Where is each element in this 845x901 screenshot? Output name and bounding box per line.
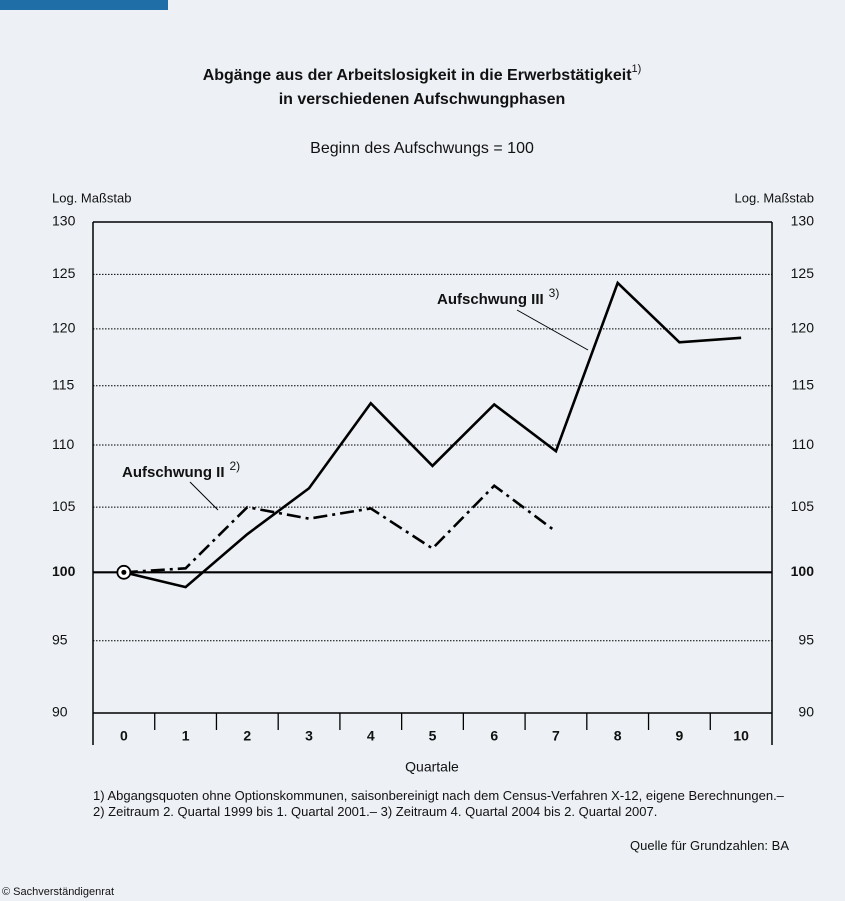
chart-title-line2: in verschiedenen Aufschwungphasen [279, 91, 566, 108]
footnote: 1) Abgangsquoten ohne Optionskommunen, s… [93, 788, 784, 819]
series-label: Aufschwung II 2) [122, 459, 240, 481]
x-tick-label: 10 [733, 728, 749, 744]
y2-tick-label: 130 [791, 213, 815, 229]
start-marker-dot [121, 569, 127, 575]
leader-line [516, 309, 589, 351]
series-label: Aufschwung III 3) [437, 286, 559, 308]
y2-tick-label: 105 [791, 498, 815, 514]
x-tick-label: 8 [614, 728, 622, 744]
leader-line [189, 481, 219, 511]
y-tick-label: 130 [52, 213, 76, 229]
copyright: © Sachverständigenrat [2, 886, 115, 898]
chart: Abgänge aus der Arbeitslosigkeit in die … [52, 63, 815, 775]
x-tick-label: 7 [552, 728, 560, 744]
series-note: 2) [230, 459, 241, 473]
y-tick-label: 100 [52, 563, 76, 579]
series-name: Aufschwung III [437, 291, 544, 308]
x-tick-label: 6 [490, 728, 498, 744]
y-label-left: Log. Maßstab [52, 190, 132, 205]
x-label: Quartale [405, 759, 459, 775]
y2-tick-label: 120 [791, 320, 815, 336]
y-tick-label: 90 [52, 704, 68, 720]
chart-title: Abgänge aus der Arbeitslosigkeit in die … [203, 63, 642, 84]
y2-tick-label: 100 [791, 563, 815, 579]
x-tick-label: 3 [305, 728, 313, 744]
series-name: Aufschwung II [122, 464, 225, 481]
series-line [123, 280, 742, 589]
top-tab [0, 0, 168, 10]
y2-tick-label: 95 [798, 632, 814, 648]
y2-tick-label: 115 [792, 376, 815, 392]
y-tick-label: 125 [52, 265, 76, 281]
chart-subtitle: Beginn des Aufschwungs = 100 [310, 140, 534, 157]
x-tick-label: 0 [120, 728, 128, 744]
y2-tick-label: 90 [798, 704, 814, 720]
y2-tick-label: 110 [792, 436, 815, 452]
title-text: Abgänge aus der Arbeitslosigkeit in die … [203, 67, 633, 84]
series-note: 3) [549, 286, 560, 300]
y-label-right: Log. Maßstab [735, 190, 815, 205]
x-tick-label: 4 [367, 728, 375, 744]
y-tick-label: 105 [52, 498, 76, 514]
x-tick-label: 5 [429, 728, 437, 744]
x-tick-label: 9 [676, 728, 684, 744]
source: Quelle für Grundzahlen: BA [630, 838, 789, 853]
y-tick-label: 115 [52, 376, 75, 392]
y-tick-label: 120 [52, 320, 76, 336]
series-line [123, 484, 557, 574]
y-tick-label: 110 [52, 436, 75, 452]
y-tick-label: 95 [52, 632, 68, 648]
x-tick-label: 1 [182, 728, 190, 744]
x-tick-label: 2 [243, 728, 251, 744]
title-note: 1) [632, 63, 642, 75]
y2-tick-label: 125 [791, 265, 815, 281]
